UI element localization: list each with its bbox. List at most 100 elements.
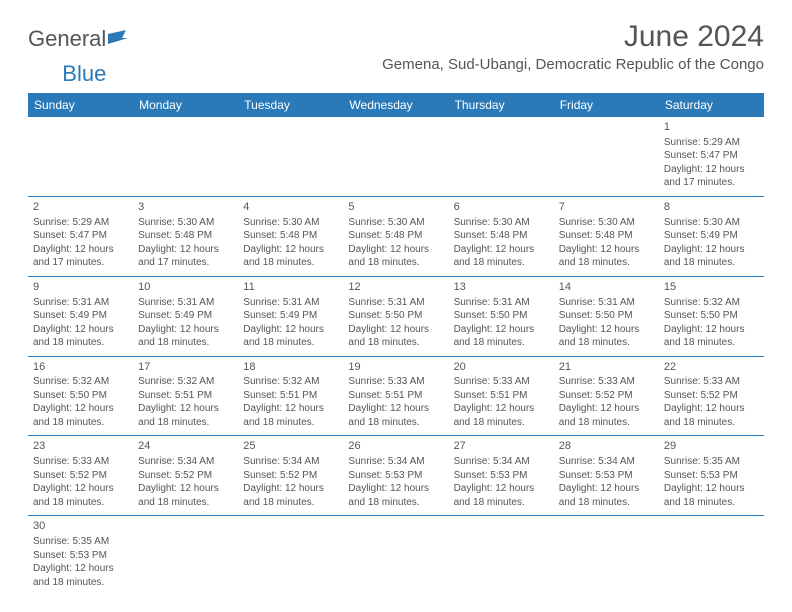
calendar-day: 20Sunrise: 5:33 AMSunset: 5:51 PMDayligh… [449, 356, 554, 436]
day-detail: and 18 minutes. [243, 256, 338, 270]
day-detail: Sunset: 5:50 PM [664, 309, 759, 323]
day-detail: Daylight: 12 hours [664, 402, 759, 416]
day-detail: Sunrise: 5:31 AM [348, 296, 443, 310]
day-detail: Sunset: 5:50 PM [348, 309, 443, 323]
calendar-empty [343, 516, 448, 595]
day-detail: and 17 minutes. [33, 256, 128, 270]
logo: General [28, 20, 130, 52]
day-detail: Sunrise: 5:35 AM [664, 455, 759, 469]
day-detail: and 18 minutes. [559, 416, 654, 430]
calendar-week: 1Sunrise: 5:29 AMSunset: 5:47 PMDaylight… [28, 117, 764, 196]
day-detail: Daylight: 12 hours [138, 402, 233, 416]
calendar-day: 27Sunrise: 5:34 AMSunset: 5:53 PMDayligh… [449, 436, 554, 516]
day-detail: and 18 minutes. [33, 416, 128, 430]
day-detail: Daylight: 12 hours [559, 243, 654, 257]
day-detail: and 18 minutes. [348, 336, 443, 350]
day-detail: Sunrise: 5:34 AM [559, 455, 654, 469]
day-detail: Sunset: 5:51 PM [243, 389, 338, 403]
day-header: Thursday [449, 93, 554, 117]
day-detail: and 18 minutes. [243, 496, 338, 510]
calendar-day: 7Sunrise: 5:30 AMSunset: 5:48 PMDaylight… [554, 196, 659, 276]
day-detail: Sunrise: 5:33 AM [33, 455, 128, 469]
day-detail: and 18 minutes. [559, 336, 654, 350]
day-number: 9 [33, 280, 128, 295]
day-detail: Sunset: 5:53 PM [348, 469, 443, 483]
day-detail: Sunrise: 5:34 AM [454, 455, 549, 469]
day-detail: Daylight: 12 hours [33, 402, 128, 416]
calendar-empty [449, 117, 554, 196]
day-detail: Daylight: 12 hours [243, 323, 338, 337]
day-detail: Daylight: 12 hours [243, 243, 338, 257]
day-number: 3 [138, 200, 233, 215]
day-detail: and 18 minutes. [33, 496, 128, 510]
day-detail: Sunrise: 5:31 AM [33, 296, 128, 310]
day-detail: and 18 minutes. [664, 256, 759, 270]
calendar-day: 30Sunrise: 5:35 AMSunset: 5:53 PMDayligh… [28, 516, 133, 595]
calendar-day: 14Sunrise: 5:31 AMSunset: 5:50 PMDayligh… [554, 276, 659, 356]
day-number: 5 [348, 200, 443, 215]
calendar-day: 13Sunrise: 5:31 AMSunset: 5:50 PMDayligh… [449, 276, 554, 356]
calendar-week: 30Sunrise: 5:35 AMSunset: 5:53 PMDayligh… [28, 516, 764, 595]
day-detail: Sunset: 5:53 PM [559, 469, 654, 483]
calendar-day: 15Sunrise: 5:32 AMSunset: 5:50 PMDayligh… [659, 276, 764, 356]
day-number: 22 [664, 360, 759, 375]
calendar-day: 22Sunrise: 5:33 AMSunset: 5:52 PMDayligh… [659, 356, 764, 436]
day-detail: and 18 minutes. [559, 496, 654, 510]
day-detail: Daylight: 12 hours [664, 163, 759, 177]
day-detail: Sunset: 5:48 PM [454, 229, 549, 243]
day-number: 4 [243, 200, 338, 215]
calendar-week: 16Sunrise: 5:32 AMSunset: 5:50 PMDayligh… [28, 356, 764, 436]
day-detail: and 18 minutes. [348, 416, 443, 430]
day-detail: Sunrise: 5:30 AM [664, 216, 759, 230]
day-detail: Daylight: 12 hours [348, 482, 443, 496]
day-number: 11 [243, 280, 338, 295]
day-detail: Sunrise: 5:32 AM [243, 375, 338, 389]
day-detail: Daylight: 12 hours [454, 482, 549, 496]
day-detail: Sunset: 5:52 PM [138, 469, 233, 483]
day-detail: Sunset: 5:49 PM [664, 229, 759, 243]
day-detail: Sunset: 5:48 PM [559, 229, 654, 243]
calendar-day: 17Sunrise: 5:32 AMSunset: 5:51 PMDayligh… [133, 356, 238, 436]
calendar-week: 23Sunrise: 5:33 AMSunset: 5:52 PMDayligh… [28, 436, 764, 516]
day-detail: and 18 minutes. [664, 416, 759, 430]
day-detail: Daylight: 12 hours [348, 323, 443, 337]
day-detail: Sunset: 5:52 PM [664, 389, 759, 403]
day-detail: Daylight: 12 hours [138, 323, 233, 337]
calendar-day: 6Sunrise: 5:30 AMSunset: 5:48 PMDaylight… [449, 196, 554, 276]
day-detail: and 18 minutes. [454, 256, 549, 270]
day-detail: and 18 minutes. [138, 496, 233, 510]
day-detail: Sunrise: 5:30 AM [243, 216, 338, 230]
day-number: 13 [454, 280, 549, 295]
day-detail: and 18 minutes. [348, 496, 443, 510]
day-number: 1 [664, 120, 759, 135]
day-detail: Sunrise: 5:30 AM [348, 216, 443, 230]
calendar-empty [659, 516, 764, 595]
day-detail: Sunset: 5:47 PM [33, 229, 128, 243]
day-number: 17 [138, 360, 233, 375]
calendar-body: 1Sunrise: 5:29 AMSunset: 5:47 PMDaylight… [28, 117, 764, 595]
day-detail: Sunrise: 5:33 AM [348, 375, 443, 389]
day-detail: Sunset: 5:53 PM [33, 549, 128, 563]
day-detail: and 18 minutes. [348, 256, 443, 270]
day-detail: and 18 minutes. [243, 336, 338, 350]
day-detail: and 18 minutes. [138, 336, 233, 350]
day-detail: and 18 minutes. [664, 336, 759, 350]
day-number: 14 [559, 280, 654, 295]
flag-icon [108, 30, 130, 46]
day-header: Monday [133, 93, 238, 117]
calendar-day: 3Sunrise: 5:30 AMSunset: 5:48 PMDaylight… [133, 196, 238, 276]
calendar-day: 18Sunrise: 5:32 AMSunset: 5:51 PMDayligh… [238, 356, 343, 436]
day-detail: Daylight: 12 hours [664, 482, 759, 496]
day-detail: Daylight: 12 hours [559, 402, 654, 416]
day-header: Friday [554, 93, 659, 117]
calendar-week: 2Sunrise: 5:29 AMSunset: 5:47 PMDaylight… [28, 196, 764, 276]
day-detail: Daylight: 12 hours [243, 402, 338, 416]
calendar-empty [554, 117, 659, 196]
calendar-day: 25Sunrise: 5:34 AMSunset: 5:52 PMDayligh… [238, 436, 343, 516]
day-detail: Daylight: 12 hours [33, 323, 128, 337]
day-number: 8 [664, 200, 759, 215]
day-detail: Sunset: 5:53 PM [664, 469, 759, 483]
calendar-day: 21Sunrise: 5:33 AMSunset: 5:52 PMDayligh… [554, 356, 659, 436]
day-detail: Sunset: 5:51 PM [348, 389, 443, 403]
day-detail: Daylight: 12 hours [243, 482, 338, 496]
